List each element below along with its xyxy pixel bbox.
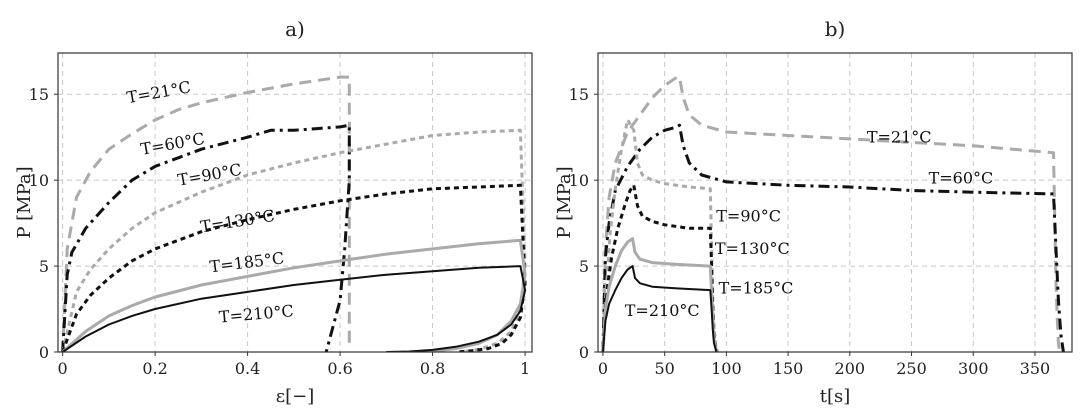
x-tick-label: 50: [654, 359, 674, 378]
x-tick-label: 0: [58, 359, 68, 378]
panel-title: b): [825, 17, 846, 41]
series-group: [601, 75, 1065, 352]
y-tick-label: 0: [39, 343, 49, 362]
y-tick-label: 0: [579, 343, 589, 362]
curve-label: T=21°C: [125, 77, 192, 107]
y-tick-label: 5: [39, 257, 49, 276]
plot-frame: [57, 52, 533, 353]
series-line-6: [601, 265, 718, 352]
series-line-4: [601, 183, 718, 352]
curve-label: T=90°C: [716, 206, 781, 225]
x-tick-label: 0.2: [142, 359, 167, 378]
curve-label: T=130°C: [715, 239, 790, 258]
curve-label: T=60°C: [929, 169, 994, 188]
curve-label: T=185°C: [719, 279, 794, 298]
series-line-5: [61, 238, 527, 352]
curve-label: T=130°C: [199, 206, 276, 236]
panel-title: a): [285, 17, 305, 41]
series-group: [61, 75, 527, 352]
curve-label: T=210°C: [625, 301, 700, 320]
x-axis-label: t[s]: [820, 386, 851, 407]
y-axis-label: P [MPa]: [14, 166, 35, 238]
x-tick-label: 350: [1020, 359, 1051, 378]
x-tick-label: 100: [711, 359, 742, 378]
x-tick-label: 0.6: [327, 359, 352, 378]
series-line-4: [61, 183, 527, 352]
y-tick-label: 10: [569, 171, 589, 190]
x-tick-label: 0.8: [420, 359, 445, 378]
y-tick-label: 5: [579, 257, 589, 276]
x-tick-label: 200: [835, 359, 866, 378]
x-tick-label: 250: [896, 359, 927, 378]
y-tick-label: 15: [569, 85, 589, 104]
series-line-6: [62, 265, 527, 352]
series-line-3: [61, 128, 527, 352]
series-line-2: [601, 123, 1065, 352]
x-tick-label: 300: [958, 359, 989, 378]
y-axis-label: P [MPa]: [554, 166, 575, 238]
curve-label: T=90°C: [176, 160, 243, 190]
series-line-3: [601, 118, 720, 352]
x-tick-label: 1: [520, 359, 530, 378]
y-tick-label: 15: [29, 85, 49, 104]
curve-label: T=21°C: [867, 127, 932, 146]
x-tick-label: 0.4: [235, 359, 260, 378]
x-tick-label: 150: [773, 359, 804, 378]
series-line-2: [61, 123, 351, 352]
curve-label: T=60°C: [139, 129, 206, 159]
plot-frame: [597, 52, 1073, 353]
y-tick-label: 10: [29, 171, 49, 190]
curve-label: T=210°C: [218, 301, 294, 326]
series-line-5: [601, 237, 718, 352]
panel-b: 0 50 100 150 200 250 300 350 0 5 10 15 t[s] P [MPa] b)…: [554, 17, 1073, 407]
x-axis-label: ε[−]: [276, 386, 314, 407]
x-tick-label: 0: [598, 359, 608, 378]
series-line-1: [61, 75, 351, 352]
